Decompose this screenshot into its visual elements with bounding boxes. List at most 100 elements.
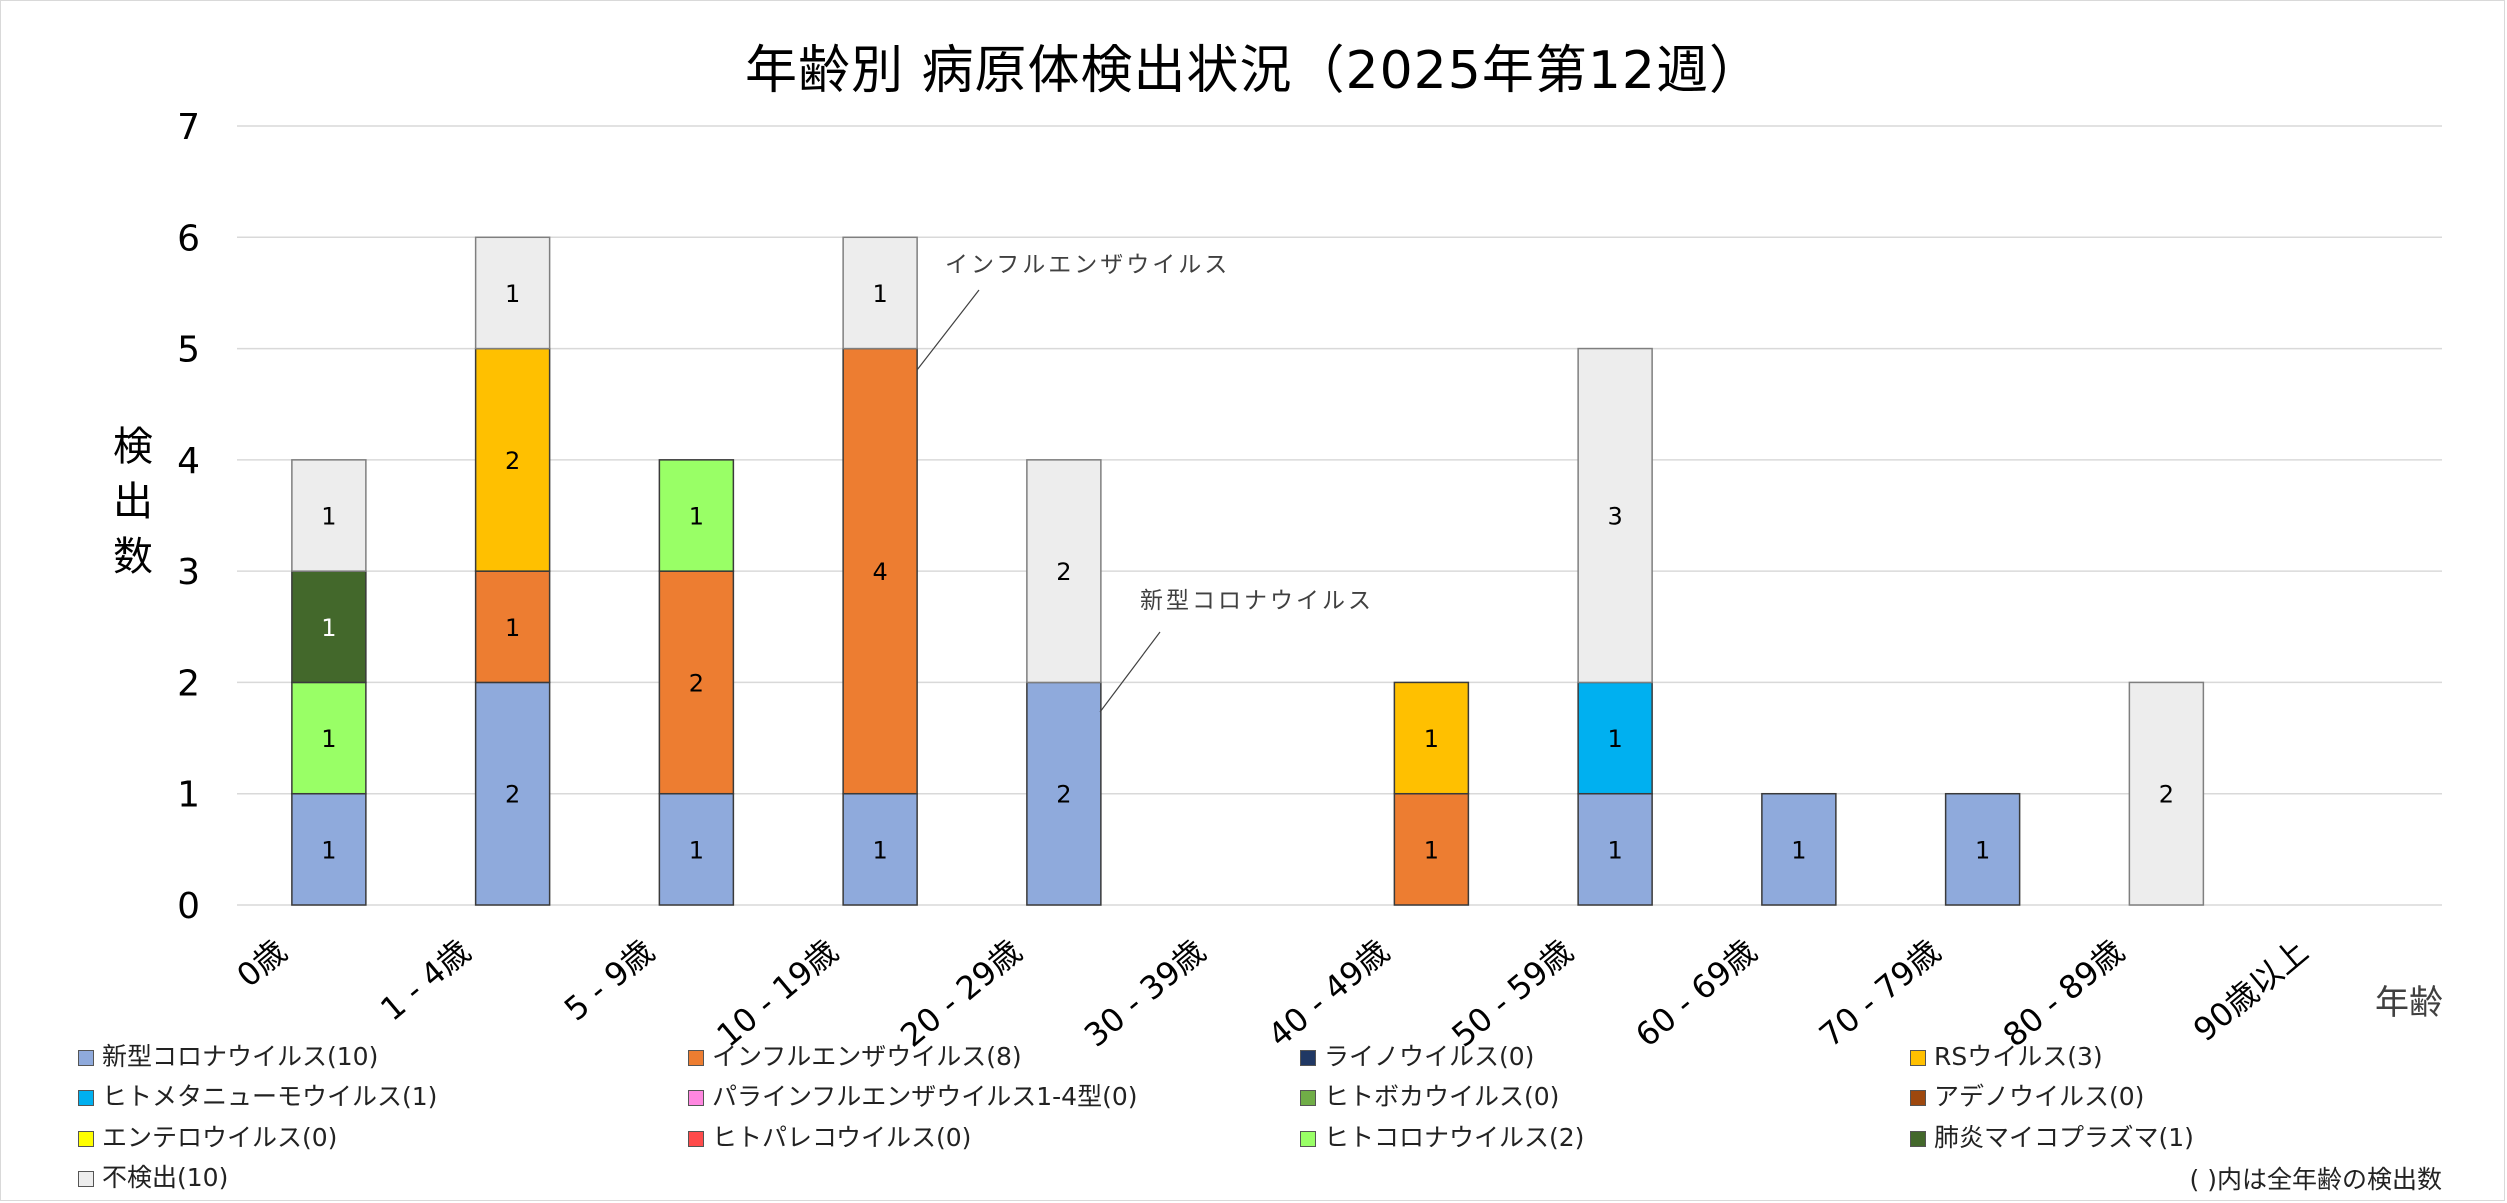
legend-label: ライノウイルス(0) [1324, 1042, 1535, 1071]
data-label: 1 [321, 836, 336, 864]
legend-label: 不検出(10) [102, 1163, 229, 1192]
legend-label: ヒトコロナウイルス(2) [1324, 1123, 1585, 1152]
data-label: 1 [689, 503, 704, 531]
data-label: 2 [505, 447, 520, 475]
data-label: 1 [505, 614, 520, 642]
data-label: 1 [1424, 725, 1439, 753]
x-tick-label: 60 - 69歳 [1628, 932, 1764, 1055]
legend-swatch [78, 1171, 94, 1187]
legend-item: ヒトメタニューモウイルス(1) [78, 1081, 437, 1113]
legend-swatch [1300, 1090, 1316, 1106]
legend-label: インフルエンザウイルス(8) [712, 1042, 1022, 1071]
legend-label: エンテロウイルス(0) [102, 1123, 338, 1152]
x-tick-label: 80 - 89歳 [1996, 932, 2132, 1055]
x-tick-label: 0歳 [229, 932, 294, 995]
x-tick-label: 70 - 79歳 [1812, 932, 1948, 1055]
bar-segment [1393, 792, 1470, 906]
bar-segment [842, 236, 918, 350]
data-label: 1 [1975, 836, 1990, 864]
bar-segment [1577, 792, 1653, 906]
legend-item: ヒトボカウイルス(0) [1300, 1081, 1559, 1113]
legend-label: ヒトボカウイルス(0) [1324, 1082, 1560, 1111]
annotation-label: インフルエンザウイルス [945, 252, 1230, 278]
bar-segment [474, 347, 551, 572]
x-tick-label: 40 - 49歳 [1261, 932, 1397, 1055]
legend-item: ライノウイルス(0) [1300, 1041, 1534, 1073]
bar-segment [474, 570, 551, 684]
bar-segment [658, 792, 735, 906]
x-tick-label: 30 - 39歳 [1077, 932, 1213, 1055]
bar-segment [2128, 681, 2205, 906]
data-label: 2 [1056, 558, 1071, 586]
data-label: 2 [689, 669, 704, 697]
legend-item: インフルエンザウイルス(8) [688, 1041, 1022, 1073]
legend-note: ( )内は全年齢の検出数 [2189, 1165, 2442, 1194]
data-label: 2 [2159, 781, 2174, 809]
legend-label: RSウイルス(3) [1934, 1042, 2103, 1071]
bar-segment [1026, 459, 1102, 684]
y-tick-label: 6 [177, 218, 200, 259]
bar-segment [1393, 681, 1470, 795]
data-label: 1 [1607, 836, 1622, 864]
legend-swatch [1910, 1050, 1926, 1066]
bar-segment [1944, 792, 2021, 906]
legend-item: 新型コロナウイルス(10) [78, 1041, 378, 1073]
x-tick-label: 20 - 29歳 [893, 932, 1029, 1055]
data-label: 1 [321, 725, 336, 753]
annotation-leader-line [1099, 631, 1161, 713]
x-tick-label: 50 - 59歳 [1445, 932, 1581, 1055]
bar-segment [474, 681, 551, 906]
legend-swatch [1910, 1131, 1926, 1147]
legend-swatch [688, 1131, 704, 1147]
data-label: 1 [872, 280, 887, 308]
legend-item: RSウイルス(3) [1910, 1041, 2103, 1073]
x-tick-label: 1 - 4歳 [373, 932, 478, 1028]
bar-segment [1577, 681, 1653, 795]
y-tick-label: 1 [177, 775, 200, 816]
legend-item: アデノウイルス(0) [1910, 1081, 2144, 1113]
data-label: 1 [872, 836, 887, 864]
legend-label: ヒトメタニューモウイルス(1) [102, 1082, 438, 1111]
y-tick-label: 0 [177, 886, 200, 927]
legend-label: パラインフルエンザウイルス1-4型(0) [712, 1082, 1138, 1111]
bar-segment [658, 459, 735, 572]
legend-swatch [1300, 1131, 1316, 1147]
y-tick-label: 5 [177, 330, 200, 371]
data-label: 1 [321, 614, 336, 642]
data-label: 1 [321, 503, 336, 531]
data-label: 1 [1424, 836, 1439, 864]
bar-segment [291, 792, 367, 906]
data-label: 1 [1791, 836, 1806, 864]
legend-swatch [1300, 1050, 1316, 1066]
y-axis-title-char: 数 [113, 534, 153, 580]
bar-segment [842, 792, 918, 906]
bar-segment [291, 681, 367, 795]
x-tick-label: 90歳以上 [2186, 932, 2315, 1049]
data-label: 4 [872, 558, 887, 586]
data-label: 1 [689, 836, 704, 864]
data-label: 3 [1607, 503, 1622, 531]
legend-swatch [78, 1090, 94, 1106]
legend-label: アデノウイルス(0) [1934, 1082, 2145, 1111]
bar-segment [842, 347, 918, 795]
bar-segment [1026, 681, 1102, 906]
data-label: 1 [1607, 725, 1622, 753]
legend-item: 不検出(10) [78, 1162, 228, 1194]
x-tick-label: 10 - 19歳 [710, 932, 846, 1055]
legend-label: 肺炎マイコプラズマ(1) [1934, 1123, 2194, 1152]
bar-segment [1577, 347, 1653, 684]
legend-item: エンテロウイルス(0) [78, 1122, 337, 1154]
legend-label: 新型コロナウイルス(10) [102, 1042, 379, 1071]
bar-segment [474, 236, 551, 350]
data-label: 1 [505, 280, 520, 308]
legend-swatch [1910, 1090, 1926, 1106]
legend-swatch [688, 1090, 704, 1106]
data-label: 2 [1056, 781, 1071, 809]
y-axis-title-char: 検 [113, 424, 153, 470]
bar-segment [291, 570, 367, 684]
y-tick-label: 4 [177, 441, 200, 482]
bar-segment [658, 570, 735, 795]
legend-swatch [78, 1050, 94, 1066]
annotation-label: 新型コロナウイルス [1140, 588, 1374, 614]
